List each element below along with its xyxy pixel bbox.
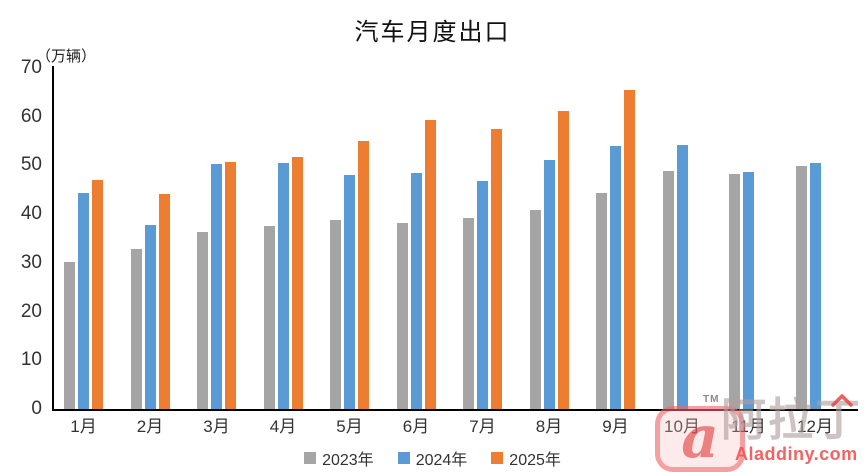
bar-2025年-1月 <box>92 180 103 409</box>
bar-2023年-5月 <box>330 219 341 409</box>
bar-2025年-6月 <box>424 120 436 409</box>
aladdiny-logo-letter: a <box>681 403 719 471</box>
x-label-1月: 1月 <box>70 417 97 436</box>
x-label-2月: 2月 <box>136 417 164 436</box>
legend-label-2024: 2024年 <box>415 452 468 469</box>
bar-2025年-9月 <box>624 90 635 409</box>
legend-swatch-2023 <box>304 452 317 464</box>
y-tick-10: 10 <box>20 349 42 371</box>
y-tick-40: 40 <box>20 203 42 225</box>
bar-2023年-6月 <box>396 222 408 409</box>
legend-label-2025: 2025年 <box>509 452 561 469</box>
bar-2025年-7月 <box>491 128 502 409</box>
bar-2025年-2月 <box>158 194 170 409</box>
bar-2024年-6月 <box>410 172 422 409</box>
bar-2023年-9月 <box>596 192 607 409</box>
bar-2023年-12月 <box>795 165 807 409</box>
bar-2025年-5月 <box>358 140 369 409</box>
y-tick-30: 30 <box>20 251 42 273</box>
bar-2023年-4月 <box>263 225 275 409</box>
x-label-7月: 7月 <box>469 417 496 436</box>
bar-2023年-11月 <box>729 174 740 409</box>
legend-swatch-2024 <box>397 452 410 464</box>
x-label-12月: 12月 <box>797 417 833 436</box>
legend-item-2025: 2025年 <box>491 446 561 470</box>
y-tick-50: 50 <box>20 154 42 176</box>
legend-item-2023: 2023年 <box>304 446 374 470</box>
x-label-4月: 4月 <box>269 417 297 436</box>
chart-legend: 2023年 2024年 2025年 <box>0 446 865 470</box>
bar-2023年-7月 <box>463 218 474 409</box>
trademark-symbol: TM <box>703 394 720 405</box>
x-label-6月: 6月 <box>402 417 430 436</box>
bar-2024年-2月 <box>144 225 156 409</box>
bar-2023年-10月 <box>662 171 674 409</box>
y-tick-70: 70 <box>20 57 42 78</box>
bar-2024年-8月 <box>543 160 555 409</box>
x-label-9月: 9月 <box>602 417 629 436</box>
watermark-brand-chinese: 阿拉丁 <box>721 393 863 446</box>
x-label-8月: 8月 <box>535 417 563 436</box>
bar-2024年-9月 <box>610 146 621 409</box>
bar-2025年-3月 <box>225 162 236 409</box>
bar-2025年-8月 <box>557 111 569 409</box>
x-label-3月: 3月 <box>203 417 230 436</box>
aladdiny-logo: a <box>655 406 745 472</box>
y-axis-line <box>52 66 54 411</box>
y-tick-20: 20 <box>20 300 42 322</box>
bar-2024年-4月 <box>277 163 289 409</box>
bar-2024年-10月 <box>676 144 688 409</box>
y-tick-0: 0 <box>31 398 42 419</box>
bar-2024年-5月 <box>344 174 355 409</box>
bar-2023年-3月 <box>197 231 208 409</box>
bar-2024年-1月 <box>78 193 89 409</box>
legend-label-2023: 2023年 <box>322 452 374 469</box>
x-label-10月: 10月 <box>664 417 700 436</box>
bar-2025年-4月 <box>291 157 303 409</box>
bar-2023年-8月 <box>529 210 541 409</box>
x-axis-line <box>52 409 858 411</box>
chart-title: 汽车月度出口 <box>354 18 511 46</box>
bar-2024年-12月 <box>809 163 821 409</box>
bar-2023年-1月 <box>64 262 75 409</box>
legend-item-2024: 2024年 <box>397 446 468 470</box>
legend-swatch-2025 <box>491 452 504 464</box>
aladdin-hat-icon <box>831 394 853 407</box>
bar-2023年-2月 <box>130 248 142 409</box>
bar-2024年-3月 <box>211 164 222 409</box>
watermark-brand-url: Aladdiny.com <box>735 444 858 464</box>
y-axis-unit-label: （万辆） <box>36 47 97 65</box>
x-label-5月: 5月 <box>336 417 363 436</box>
y-tick-60: 60 <box>20 105 42 127</box>
bar-2024年-7月 <box>477 180 488 409</box>
bar-2024年-11月 <box>743 171 754 409</box>
